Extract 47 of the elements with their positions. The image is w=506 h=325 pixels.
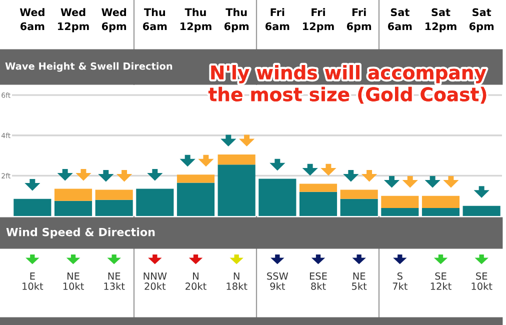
bar xyxy=(381,196,419,208)
text: ESE 8kt xyxy=(310,272,327,290)
bar xyxy=(14,198,52,216)
bar xyxy=(340,190,378,199)
x-tick-label: Sat 12pm xyxy=(426,8,456,32)
text: SSW 9kt xyxy=(267,272,288,290)
chart-title: Wave Height & Swell Direction xyxy=(5,62,172,72)
x-tick-label: Fri 12pm xyxy=(303,8,334,32)
x-tick-label: Sat 6pm xyxy=(469,8,494,32)
text: N 20kt xyxy=(186,272,206,290)
text: SE 10kt xyxy=(472,272,492,290)
bar xyxy=(299,192,338,216)
x-tick-label: Thu 6pm xyxy=(224,8,249,32)
text: S 7kt xyxy=(392,272,408,290)
x-tick-label: Sat 6am xyxy=(388,8,412,30)
x-tick-label: Fri 6am xyxy=(265,8,290,30)
text: N 18kt xyxy=(226,272,248,290)
x-tick-label: Thu 12pm xyxy=(180,8,212,32)
text: SE 12kt xyxy=(430,272,452,290)
annotation: N'ly winds will accompany the most size (Gold Coast) xyxy=(208,65,486,104)
text: NE 10kt xyxy=(63,272,84,290)
bar xyxy=(176,182,215,216)
bar xyxy=(381,208,419,216)
x-tick-label: Wed 12pm xyxy=(58,8,89,32)
x-tick-label: Wed 6pm xyxy=(102,8,126,32)
bar xyxy=(218,154,256,165)
text: NNW 20kt xyxy=(144,272,167,290)
bar xyxy=(258,178,296,216)
text: NE 13kt xyxy=(104,272,125,290)
text: Wind Speed & Direction xyxy=(6,228,155,238)
bar xyxy=(95,190,133,200)
x-tick-label: Fri 6pm xyxy=(346,8,372,32)
text: NE 5kt xyxy=(352,272,367,290)
bar xyxy=(54,188,92,201)
bar xyxy=(54,200,92,216)
bar xyxy=(299,184,338,192)
bar xyxy=(136,188,174,216)
x-tick-label: Wed 6am xyxy=(20,8,44,30)
bar xyxy=(462,206,500,216)
x-tick-label: Thu 6am xyxy=(142,8,167,30)
bar xyxy=(95,200,133,216)
bar xyxy=(422,208,460,216)
bar xyxy=(422,196,460,208)
bar xyxy=(340,198,378,216)
bar xyxy=(218,164,256,216)
text: E 10kt xyxy=(22,272,44,290)
bar xyxy=(176,174,215,183)
